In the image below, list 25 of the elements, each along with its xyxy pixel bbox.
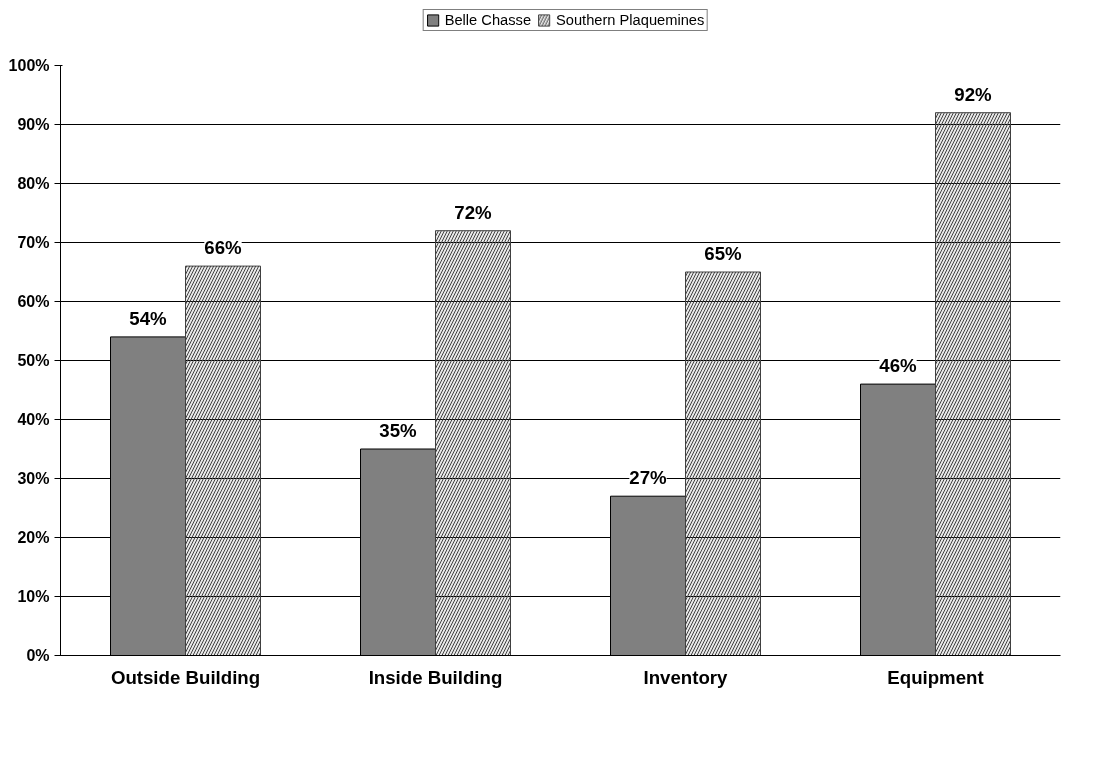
y-tick-label: 70%	[17, 234, 50, 251]
x-tick-label: Inventory	[643, 666, 729, 688]
y-tick-label: 50%	[17, 352, 50, 369]
y-tick-label: 10%	[17, 588, 50, 605]
x-tick-label: Equipment	[887, 666, 984, 688]
x-tick-label: Inside Building	[368, 666, 503, 688]
data-label: 27%	[629, 467, 668, 489]
data-label: 65%	[704, 243, 743, 264]
y-tick-label: 80%	[17, 175, 50, 192]
y-tick-label: 100%	[8, 57, 50, 74]
legend-label: Southern Plaquemines	[556, 12, 705, 28]
y-tick-label: 40%	[17, 411, 50, 428]
y-tick-label: 0%	[26, 647, 50, 664]
y-tick-label: 20%	[17, 529, 50, 546]
data-label: 46%	[879, 355, 918, 377]
data-label: 35%	[379, 420, 418, 441]
legend-label: Belle Chasse	[444, 12, 532, 28]
data-label: 92%	[954, 83, 993, 105]
data-label: 72%	[454, 201, 493, 223]
y-tick-label: 30%	[17, 470, 50, 487]
y-tick-label: 90%	[17, 116, 50, 133]
y-tick-label: 60%	[17, 293, 50, 310]
data-label: 54%	[129, 307, 168, 329]
x-tick-label: Outside Building	[110, 666, 261, 688]
data-label: 66%	[204, 237, 243, 259]
